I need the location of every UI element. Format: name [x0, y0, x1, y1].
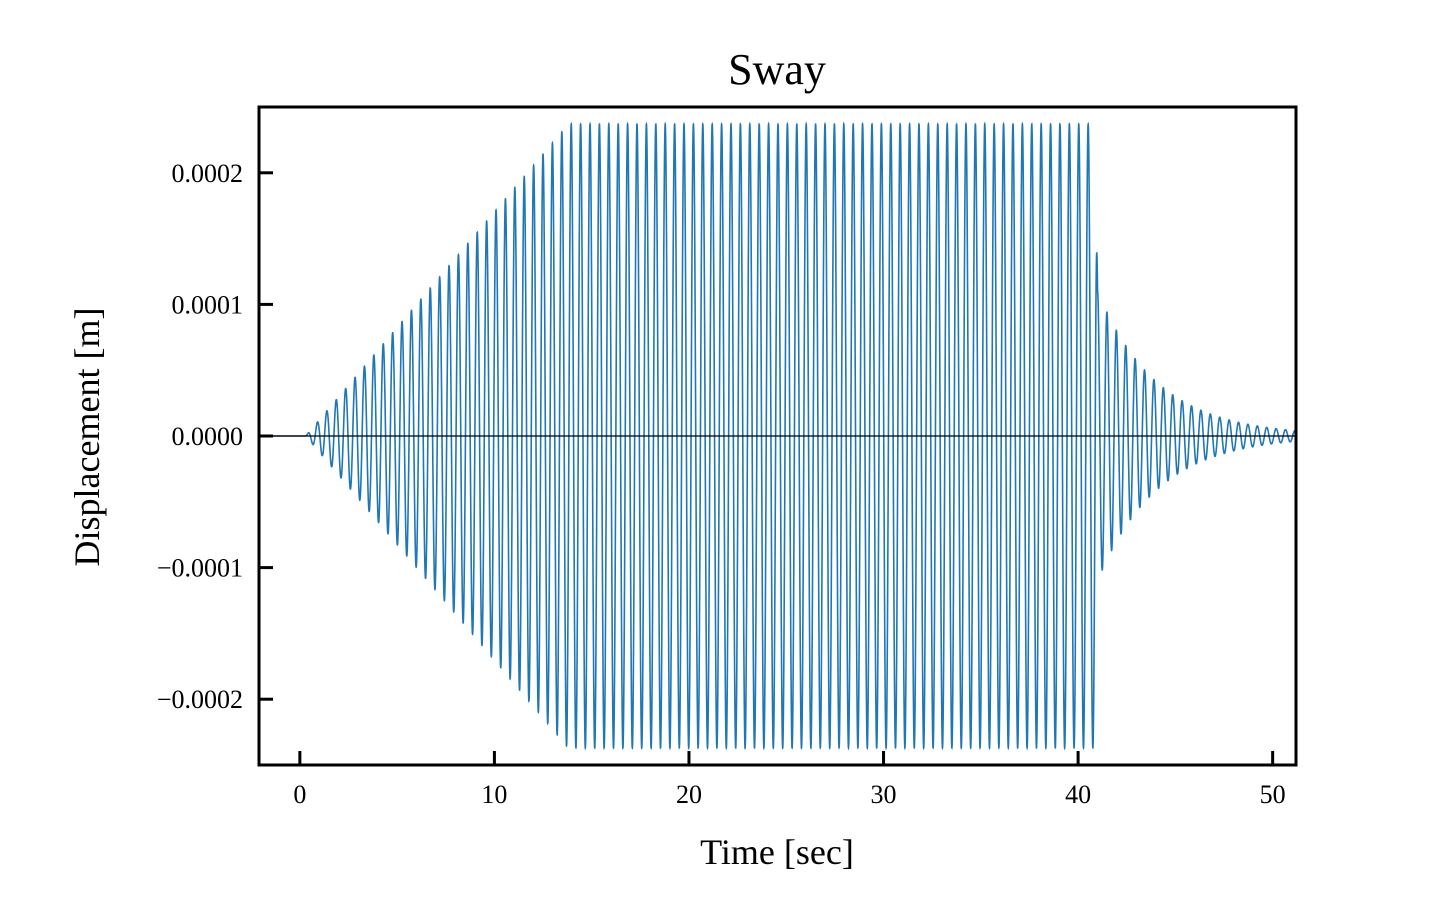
y-tick-label: −0.0001: [157, 554, 243, 583]
x-tick-label: 10: [481, 780, 507, 809]
x-axis-label: Time [sec]: [700, 832, 854, 872]
y-tick-label: 0.0002: [172, 159, 244, 188]
y-axis-label: Displacement [m]: [67, 308, 107, 567]
y-tick-label: 0.0001: [172, 290, 244, 319]
chart-title: Sway: [728, 45, 826, 94]
series-line-0: [259, 121, 1296, 751]
x-tick-label: 50: [1260, 780, 1286, 809]
x-tick-label: 40: [1065, 780, 1091, 809]
y-tick-label: −0.0002: [157, 685, 243, 714]
y-tick-label: 0.0000: [172, 422, 244, 451]
x-tick-label: 20: [676, 780, 702, 809]
plot-layer: [259, 121, 1296, 751]
x-tick-label: 0: [293, 780, 306, 809]
ticks-layer: 0 10 20 30 40 50 −0.0002 −0.0001 0.0000 0.0001 0.0…: [157, 159, 1286, 809]
x-tick-label: 30: [871, 780, 897, 809]
